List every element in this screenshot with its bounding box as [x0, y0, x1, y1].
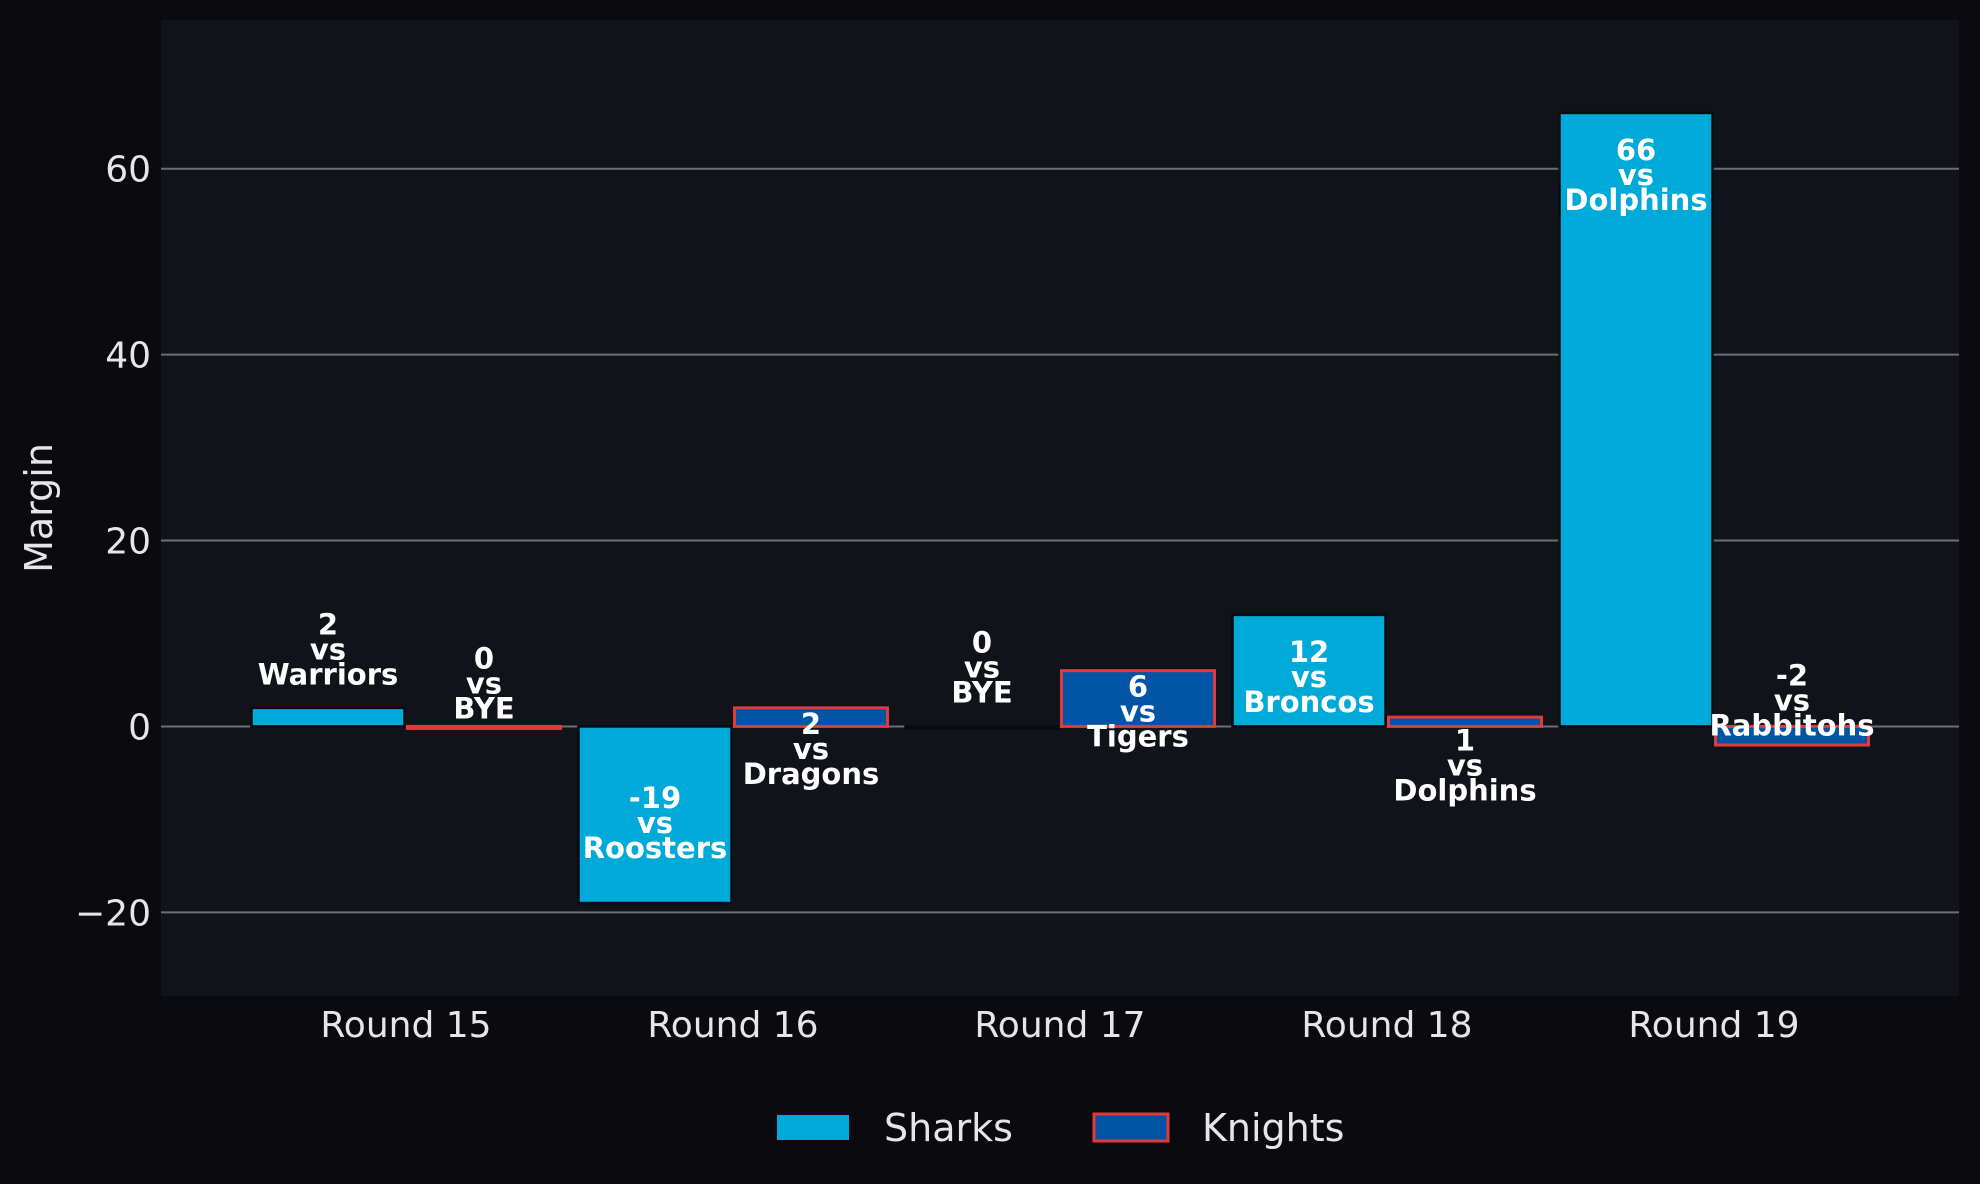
bar — [733, 706, 889, 728]
x-tick-label: Round 15 — [320, 1005, 491, 1046]
bar — [406, 724, 562, 730]
x-tick-label: Round 17 — [974, 1005, 1145, 1046]
bar — [904, 725, 1060, 730]
y-axis-label: Margin — [17, 443, 61, 573]
bar — [1387, 715, 1543, 728]
bar — [577, 725, 733, 905]
y-axis-ticks: −20 0 20 40 60 — [75, 150, 151, 935]
bar — [1714, 724, 1870, 747]
bar-label: 0 vs BYE — [951, 625, 1012, 709]
x-tick-label: Round 16 — [647, 1005, 818, 1046]
bar-label: -19 vs Roosters — [583, 781, 728, 865]
legend-label: Sharks — [884, 1106, 1013, 1150]
legend-swatch — [775, 1113, 851, 1142]
bar — [1558, 111, 1714, 728]
bar-label: 66 vs Dolphins — [1564, 133, 1707, 217]
legend: Sharks Knights — [775, 1106, 1344, 1150]
bar — [1060, 669, 1216, 728]
legend-swatch — [1092, 1112, 1170, 1143]
bars — [250, 111, 1870, 905]
bar-label: 2 vs Warriors — [258, 607, 399, 691]
x-tick-label: Round 19 — [1628, 1005, 1799, 1046]
bar-label: 2 vs Dragons — [743, 707, 880, 791]
y-tick-label: 20 — [105, 522, 151, 563]
y-tick-label: 60 — [105, 150, 151, 191]
bar-label: 1 vs Dolphins — [1393, 723, 1536, 807]
bar-label: -2 vs Rabbitohs — [1709, 658, 1874, 742]
bar — [250, 706, 406, 728]
x-axis-ticks: Round 15 Round 16 Round 17 Round 18 Round 19 — [320, 1005, 1799, 1046]
bar-label: 6 vs Tigers — [1087, 670, 1189, 754]
bar — [1231, 613, 1387, 728]
bar-label: 12 vs Broncos — [1243, 635, 1374, 719]
y-tick-label: 40 — [105, 336, 151, 377]
legend-label: Knights — [1202, 1106, 1344, 1150]
y-tick-label: 0 — [128, 707, 151, 748]
x-tick-label: Round 18 — [1301, 1005, 1472, 1046]
y-tick-label: −20 — [75, 893, 151, 934]
bar-label: 0 vs BYE — [453, 641, 514, 725]
